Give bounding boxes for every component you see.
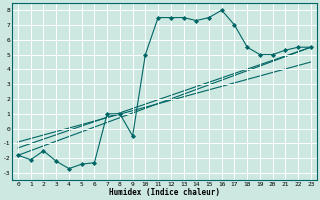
X-axis label: Humidex (Indice chaleur): Humidex (Indice chaleur)	[109, 188, 220, 197]
